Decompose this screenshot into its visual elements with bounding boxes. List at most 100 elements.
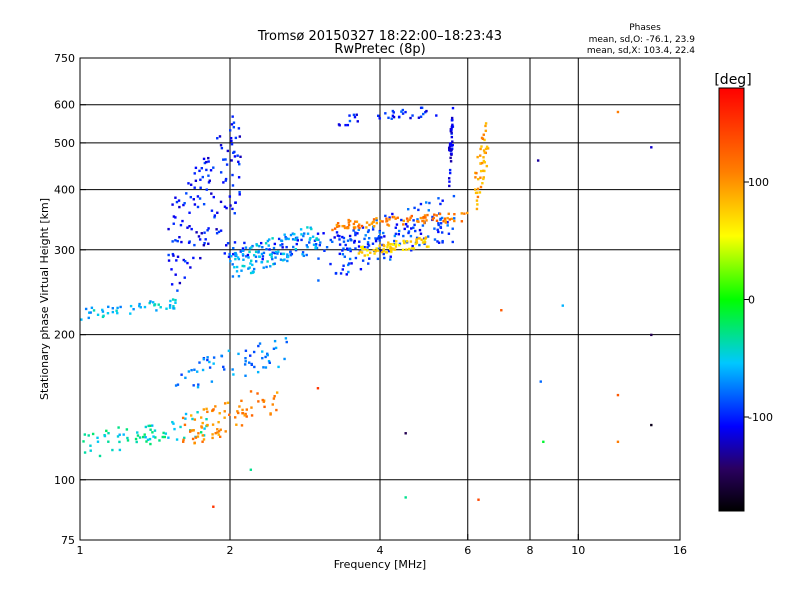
data-point [388,243,392,246]
data-point [151,301,155,304]
data-point [190,368,193,372]
data-point [360,224,364,228]
data-point [408,218,411,222]
data-point [275,391,279,394]
data-point [390,117,393,120]
data-point [422,219,425,222]
data-point [345,247,349,250]
data-point [193,418,197,421]
data-point [422,112,425,116]
data-point [449,129,453,133]
data-point [240,424,244,427]
data-point [342,247,345,250]
x-tick-label: 4 [377,544,384,557]
data-point [230,255,233,258]
data-point [346,123,350,127]
data-point [435,219,439,222]
data-point [347,270,350,274]
data-point [322,232,325,235]
data-point [363,254,366,257]
data-point [378,239,381,242]
data-point [390,246,393,250]
data-point [232,252,235,256]
data-point [385,251,389,254]
data-point [245,415,248,418]
data-point [279,258,283,261]
data-point [271,237,274,240]
data-point [135,440,138,444]
data-point [423,238,426,242]
data-point [187,182,190,185]
data-point [201,440,204,443]
data-point [347,221,351,224]
data-point [175,259,178,262]
data-point [175,438,179,441]
data-point [366,242,370,246]
data-point [223,205,227,208]
data-point [196,411,199,414]
data-point [188,430,192,433]
data-point [377,234,381,238]
data-point [192,198,195,201]
data-point [311,235,315,238]
data-point [477,498,480,501]
data-point [439,225,442,229]
data-point [352,229,355,232]
data-point [385,217,388,220]
data-point [305,253,308,257]
data-point [402,241,406,244]
data-point [374,237,377,240]
data-point [389,249,393,252]
data-point [446,216,449,220]
data-point [484,147,488,151]
data-point [153,429,157,432]
data-point [418,243,421,247]
data-point [262,251,266,255]
data-point [261,356,264,360]
data-point [251,244,254,248]
data-point [366,246,369,249]
data-point [250,406,253,409]
data-point [437,230,440,234]
data-point [371,242,375,245]
data-point [219,229,223,232]
data-point [309,226,312,229]
data-point [228,252,231,256]
data-point [447,177,451,180]
data-point [441,239,444,243]
data-point [186,226,189,229]
data-point [222,365,225,369]
data-point [331,240,334,244]
data-point [361,259,365,262]
data-point [350,262,353,265]
data-point [477,177,480,181]
data-point [395,240,398,243]
data-point [482,169,485,173]
data-point [184,260,187,263]
data-point [451,125,454,128]
data-point [271,251,274,254]
data-point [237,127,241,130]
data-point [382,252,385,256]
data-point [203,161,207,165]
data-point [410,214,413,218]
data-point [92,309,96,312]
data-point [217,230,221,234]
data-point [257,250,260,253]
data-point [185,192,188,195]
data-point [217,430,221,433]
data-point [231,115,234,118]
data-point [440,231,444,234]
data-point [448,218,451,221]
data-point [337,224,341,228]
data-point [277,365,280,369]
data-point [164,432,168,435]
data-point [194,436,198,439]
data-point [149,300,152,303]
data-point [419,216,422,220]
data-point [260,261,263,264]
data-point [318,243,322,247]
colorbar [718,87,745,512]
data-point [303,232,306,235]
data-point [444,221,448,224]
